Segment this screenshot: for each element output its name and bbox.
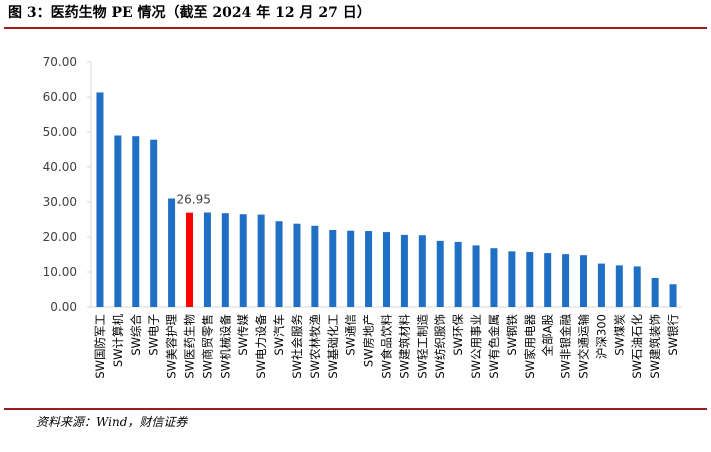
pe-bar-chart: 0.0010.0020.0030.0040.0050.0060.0070.00 … [43, 55, 682, 379]
x-tick-label: 全部A股 [541, 314, 555, 357]
bar [329, 230, 337, 307]
bar [383, 232, 390, 307]
x-tick-label: SW美容护理 [165, 314, 179, 379]
x-tick-label: SW基础化工 [326, 314, 340, 379]
bar [203, 212, 211, 307]
bar [257, 214, 265, 307]
x-tick-label: SW房地产 [362, 314, 376, 367]
bar [132, 136, 140, 307]
bar [562, 254, 570, 307]
x-axis-labels: SW国防军工 SW计算机 SW综合 SW电子 SW美容护理 SW医药生物 SW商贸零售 SW机… [93, 314, 680, 379]
bar [239, 214, 247, 307]
annotations: 26.95 [177, 193, 211, 207]
bar [418, 235, 426, 307]
x-tick-label: SW农林牧渔 [308, 314, 322, 379]
x-tick-label: SW计算机 [111, 314, 125, 368]
x-tick-label: SW银行 [666, 314, 680, 356]
x-tick-label: SW公用事业 [469, 314, 483, 379]
x-tick-label: SW纺织服饰 [433, 314, 447, 379]
bar [400, 234, 408, 307]
y-tick-label: 70.00 [43, 55, 77, 69]
bar [508, 251, 516, 307]
bar [544, 253, 552, 307]
bar [293, 223, 301, 307]
x-tick-label: SW非银金融 [559, 314, 573, 379]
bar [311, 225, 319, 307]
bar [275, 221, 283, 307]
highlight-value-label: 26.95 [177, 193, 211, 207]
bar [114, 135, 122, 307]
bars [96, 92, 677, 307]
bar [96, 92, 104, 307]
x-tick-label: SW综合 [129, 314, 143, 356]
bar [669, 284, 677, 307]
bar [436, 240, 444, 307]
bar [365, 231, 373, 307]
x-tick-label: SW汽车 [272, 314, 286, 356]
source-rule [4, 408, 707, 410]
y-tick-label: 60.00 [43, 90, 77, 104]
figure-title: 图 3：医药生物 PE 情况（截至 2024 年 12 月 27 日） [8, 5, 371, 21]
x-tick-label: SW电子 [147, 314, 161, 356]
bar [651, 277, 659, 307]
x-tick-label: SW环保 [451, 314, 465, 356]
x-tick-label: SW交通运输 [577, 314, 591, 379]
bar [526, 252, 534, 307]
y-tick-label: 0.00 [50, 300, 77, 314]
x-tick-label: SW社会服务 [290, 314, 304, 379]
y-tick-label: 50.00 [43, 125, 77, 139]
x-tick-label: SW国防军工 [93, 314, 107, 379]
bar [472, 245, 480, 307]
x-tick-label: SW食品饮料 [380, 314, 394, 379]
x-tick-label: SW有色金属 [487, 314, 501, 379]
y-tick-label: 40.00 [43, 160, 77, 174]
x-tick-label: SW通信 [344, 314, 358, 356]
x-tick-label: SW煤炭 [612, 314, 626, 356]
x-tick-label: SW商贸零售 [200, 314, 214, 379]
y-tick-label: 30.00 [43, 195, 77, 209]
bar [633, 266, 641, 307]
x-tick-label: SW轻工制造 [415, 314, 429, 379]
x-tick-label: SW建筑材料 [397, 314, 411, 379]
bar [597, 263, 605, 307]
x-tick-label: SW传媒 [236, 314, 250, 356]
x-tick-label: SW医药生物 [183, 314, 197, 379]
bar [580, 255, 587, 307]
x-tick-label: SW电力设备 [254, 314, 268, 379]
title-rule [4, 27, 707, 29]
bar [168, 198, 176, 307]
y-tick-label: 20.00 [43, 230, 77, 244]
bar [347, 230, 355, 307]
bar [186, 212, 193, 307]
x-tick-label: SW建筑装饰 [648, 314, 662, 379]
x-tick-label: SW钢铁 [505, 314, 519, 356]
source-note: 资料来源：Wind，财信证券 [36, 415, 188, 429]
x-tick-label: 沪深300 [594, 314, 608, 359]
bar [150, 139, 158, 307]
x-tick-label: SW机械设备 [218, 314, 232, 379]
bar [454, 241, 462, 307]
y-tick-label: 10.00 [43, 265, 77, 279]
x-tick-label: SW家用电器 [523, 314, 537, 379]
bar [490, 248, 498, 307]
bar [615, 265, 623, 307]
bar [221, 213, 229, 307]
x-tick-label: SW石油石化 [630, 314, 644, 379]
